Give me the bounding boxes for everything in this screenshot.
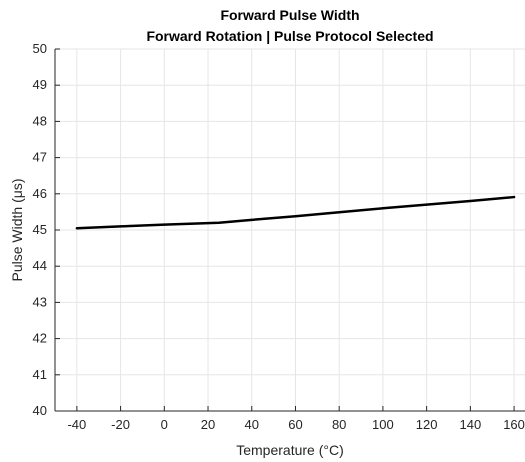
- y-tick-labels: 40 41 42 43 44 45 46 47 48 49 50: [33, 41, 47, 418]
- x-tick-label: 60: [288, 417, 302, 432]
- chart-title: Forward Pulse Width: [220, 7, 359, 23]
- y-tick-label: 46: [33, 186, 47, 201]
- x-tick-label: 20: [201, 417, 215, 432]
- x-tick-label: 160: [503, 417, 525, 432]
- y-tick-label: 49: [33, 77, 47, 92]
- x-tick-label: 40: [245, 417, 259, 432]
- y-tick-label: 47: [33, 150, 47, 165]
- x-tick-label: 80: [332, 417, 346, 432]
- y-tick-label: 45: [33, 222, 47, 237]
- axes: [54, 48, 525, 412]
- x-tick-label: -40: [67, 417, 86, 432]
- y-tick-label: 41: [33, 367, 47, 382]
- grid: [55, 48, 525, 412]
- y-tick-label: 44: [33, 258, 47, 273]
- x-axis-label: Temperature (°C): [236, 442, 344, 458]
- y-tick-label: 40: [33, 403, 47, 418]
- y-tick-label: 48: [33, 113, 47, 128]
- x-tick-label: 140: [459, 417, 481, 432]
- y-tick-label: 50: [33, 41, 47, 56]
- x-tick-labels: -40 -20 0 20 40 60 80 100 120 140 160: [67, 417, 524, 432]
- x-tick-label: -20: [111, 417, 130, 432]
- y-tick-label: 42: [33, 331, 47, 346]
- series-line: [75, 195, 516, 230]
- chart-subtitle: Forward Rotation | Pulse Protocol Select…: [146, 28, 433, 44]
- y-tick-label: 43: [33, 294, 47, 309]
- y-axis-label: Pulse Width (μs): [9, 179, 25, 282]
- x-tick-label: 120: [416, 417, 438, 432]
- x-tick-label: 0: [161, 417, 168, 432]
- x-tick-label: 100: [372, 417, 394, 432]
- series-group: [75, 195, 516, 230]
